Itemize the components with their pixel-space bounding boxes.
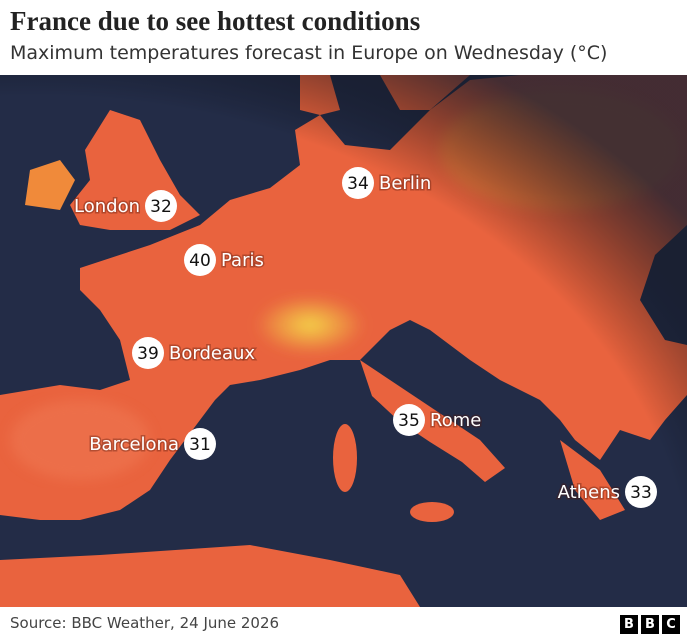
source: Source: BBC Weather, 24 June 2026 <box>10 614 280 632</box>
city-temperature: 31 <box>189 435 211 455</box>
logo-letter: C <box>662 615 680 634</box>
city-name: Paris <box>221 250 264 271</box>
city-marker <box>342 167 374 199</box>
city-name: Berlin <box>379 173 431 194</box>
city-marker <box>184 244 216 276</box>
city-temperature: 40 <box>189 251 211 271</box>
city-name: Barcelona <box>89 434 179 455</box>
city-marker <box>145 190 177 222</box>
city-name: Athens <box>558 482 620 503</box>
title: France due to see hottest conditions <box>10 6 421 36</box>
city-name: Bordeaux <box>169 343 255 364</box>
city-temperature: 34 <box>347 174 369 194</box>
city-temperature: 39 <box>137 344 159 364</box>
city-name: Rome <box>430 410 481 431</box>
map: 32 London 34 Berlin 40 Paris 39 Bordeaux 31 Barce… <box>0 75 687 607</box>
logo-letter: B <box>641 615 659 634</box>
city-name: London <box>74 196 140 217</box>
city-temperature: 32 <box>150 197 172 217</box>
subtitle: Maximum temperatures forecast in Europe … <box>10 42 608 64</box>
city-temperature: 35 <box>398 411 420 431</box>
city-marker <box>132 337 164 369</box>
city-temperature: 33 <box>630 483 652 503</box>
city-marker <box>393 404 425 436</box>
city-marker <box>184 428 216 460</box>
city-marker <box>625 476 657 508</box>
logo-letter: B <box>620 615 638 634</box>
